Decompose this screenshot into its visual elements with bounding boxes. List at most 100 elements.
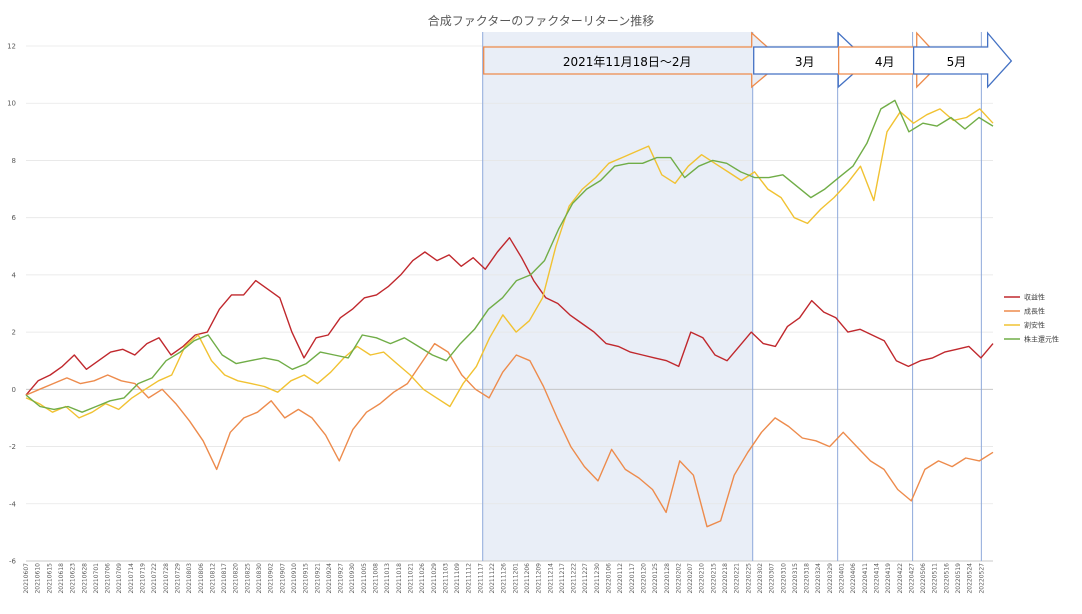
x-tick-label: 20211214	[547, 563, 554, 594]
x-tick-label: 20211209	[536, 563, 543, 594]
x-tick-label: 20220318	[804, 563, 811, 594]
series-line-成長性	[25, 342, 994, 528]
x-tick-label: 20210915	[303, 563, 310, 594]
x-tick-label: 20220401	[839, 563, 846, 594]
x-tick-label: 20211005	[361, 563, 368, 594]
x-tick-label: 20210722	[151, 563, 158, 594]
x-tick-label: 20211008	[373, 563, 380, 594]
x-tick-label: 20220329	[827, 563, 834, 594]
x-tick-label: 20210610	[35, 563, 42, 594]
x-tick-label: 20211109	[454, 563, 461, 594]
x-tick-label: 20211013	[384, 563, 391, 594]
period-arrow	[912, 31, 1013, 89]
x-tick-label: 20210615	[46, 563, 53, 594]
x-tick-label: 20210927	[338, 563, 345, 594]
x-tick-label: 20220225	[745, 563, 752, 594]
x-tick-label: 20220315	[792, 563, 799, 594]
x-tick-label: 20210719	[140, 563, 147, 594]
y-tick-label: -4	[9, 500, 17, 508]
x-tick-label: 20210803	[186, 563, 193, 594]
y-tick-label: 12	[7, 43, 16, 51]
x-tick-label: 20210714	[128, 563, 135, 594]
x-tick-label: 20220506	[920, 563, 927, 594]
x-tick-label: 20220414	[873, 563, 880, 594]
x-tick-label: 20210729	[174, 563, 181, 594]
x-tick-label: 20220524	[967, 563, 974, 594]
x-tick-label: 20210924	[326, 563, 333, 594]
x-tick-label: 20220302	[757, 563, 764, 594]
y-tick-label: 4	[12, 271, 17, 279]
x-tick-label: 20220221	[734, 563, 741, 594]
x-tick-label: 20220125	[652, 563, 659, 594]
x-tick-label: 20211126	[501, 563, 508, 594]
x-tick-label: 20210910	[291, 563, 298, 594]
y-tick-label: -2	[9, 443, 16, 451]
x-tick-label: 20211122	[489, 563, 496, 594]
chart-title: 合成ファクターのファクターリターン推移	[428, 13, 654, 28]
x-tick-label: 20211026	[419, 563, 426, 594]
x-tick-label: 20210701	[93, 563, 100, 594]
x-tick-label: 20211206	[524, 563, 531, 594]
x-tick-label: 20220427	[908, 563, 915, 594]
x-tick-label: 20220406	[850, 563, 857, 594]
legend-label: 割安性	[1024, 321, 1045, 330]
x-tick-label: 20211222	[571, 563, 578, 594]
x-tick-label: 20210930	[349, 563, 356, 594]
period-arrow-label: 3月	[795, 55, 815, 69]
x-tick-label: 20220215	[710, 563, 717, 594]
y-tick-label: 2	[12, 329, 16, 337]
x-tick-label: 20220128	[664, 563, 671, 594]
x-tick-label: 20220419	[885, 563, 892, 594]
x-tick-label: 20210921	[314, 563, 321, 594]
x-tick-label: 20210706	[105, 563, 112, 594]
y-tick-label: -6	[9, 558, 17, 566]
period-arrow-label: 2021年11月18日～2月	[563, 55, 692, 69]
legend-label: 収益性	[1024, 293, 1045, 302]
x-tick-label: 20210628	[81, 563, 88, 594]
x-tick-label: 20211018	[396, 563, 403, 594]
x-tick-label: 20211230	[594, 563, 601, 594]
x-tick-label: 20211103	[442, 563, 449, 594]
x-tick-label: 20220527	[978, 563, 985, 594]
x-tick-label: 20220112	[617, 563, 624, 594]
x-tick-label: 20210907	[279, 563, 286, 594]
series-line-割安性	[25, 108, 994, 419]
x-tick-label: 20210623	[70, 563, 77, 594]
x-tick-label: 20210618	[58, 563, 65, 594]
x-tick-label: 20220307	[769, 563, 776, 594]
x-tick-label: 20211021	[407, 563, 414, 594]
x-tick-label: 20220324	[815, 563, 822, 594]
x-tick-label: 20210825	[244, 563, 251, 594]
x-tick-label: 20210607	[23, 563, 30, 594]
x-tick-label: 20220117	[629, 563, 636, 594]
x-tick-label: 20210806	[198, 563, 205, 594]
x-tick-label: 20211227	[582, 563, 589, 594]
x-tick-label: 20210812	[209, 563, 216, 594]
x-tick-label: 20211217	[559, 563, 566, 594]
series-line-株主還元性	[25, 99, 994, 413]
x-tick-label: 20220519	[955, 563, 962, 594]
y-tick-label: 10	[7, 100, 16, 108]
x-tick-label: 20220310	[780, 563, 787, 594]
period-arrow-label: 5月	[947, 55, 967, 69]
x-tick-label: 20210820	[233, 563, 240, 594]
x-tick-label: 20220202	[675, 563, 682, 594]
x-tick-label: 20211117	[477, 563, 484, 594]
y-tick-label: 6	[12, 214, 17, 222]
x-tick-label: 20211112	[466, 563, 473, 594]
x-tick-label: 20210902	[268, 563, 275, 594]
legend-label: 成長性	[1024, 307, 1045, 316]
x-tick-label: 20220422	[897, 563, 904, 594]
x-tick-label: 20220411	[862, 563, 869, 594]
period-arrow-label: 4月	[875, 55, 895, 69]
x-tick-label: 20220516	[943, 563, 950, 594]
x-tick-label: 20210817	[221, 563, 228, 594]
highlight-period	[482, 32, 753, 561]
x-tick-label: 20220511	[932, 563, 939, 594]
x-tick-label: 20220207	[687, 563, 694, 594]
x-tick-label: 20220218	[722, 563, 729, 594]
x-tick-label: 20210728	[163, 563, 170, 594]
x-tick-label: 20210709	[116, 563, 123, 594]
x-tick-label: 20220106	[606, 563, 613, 594]
